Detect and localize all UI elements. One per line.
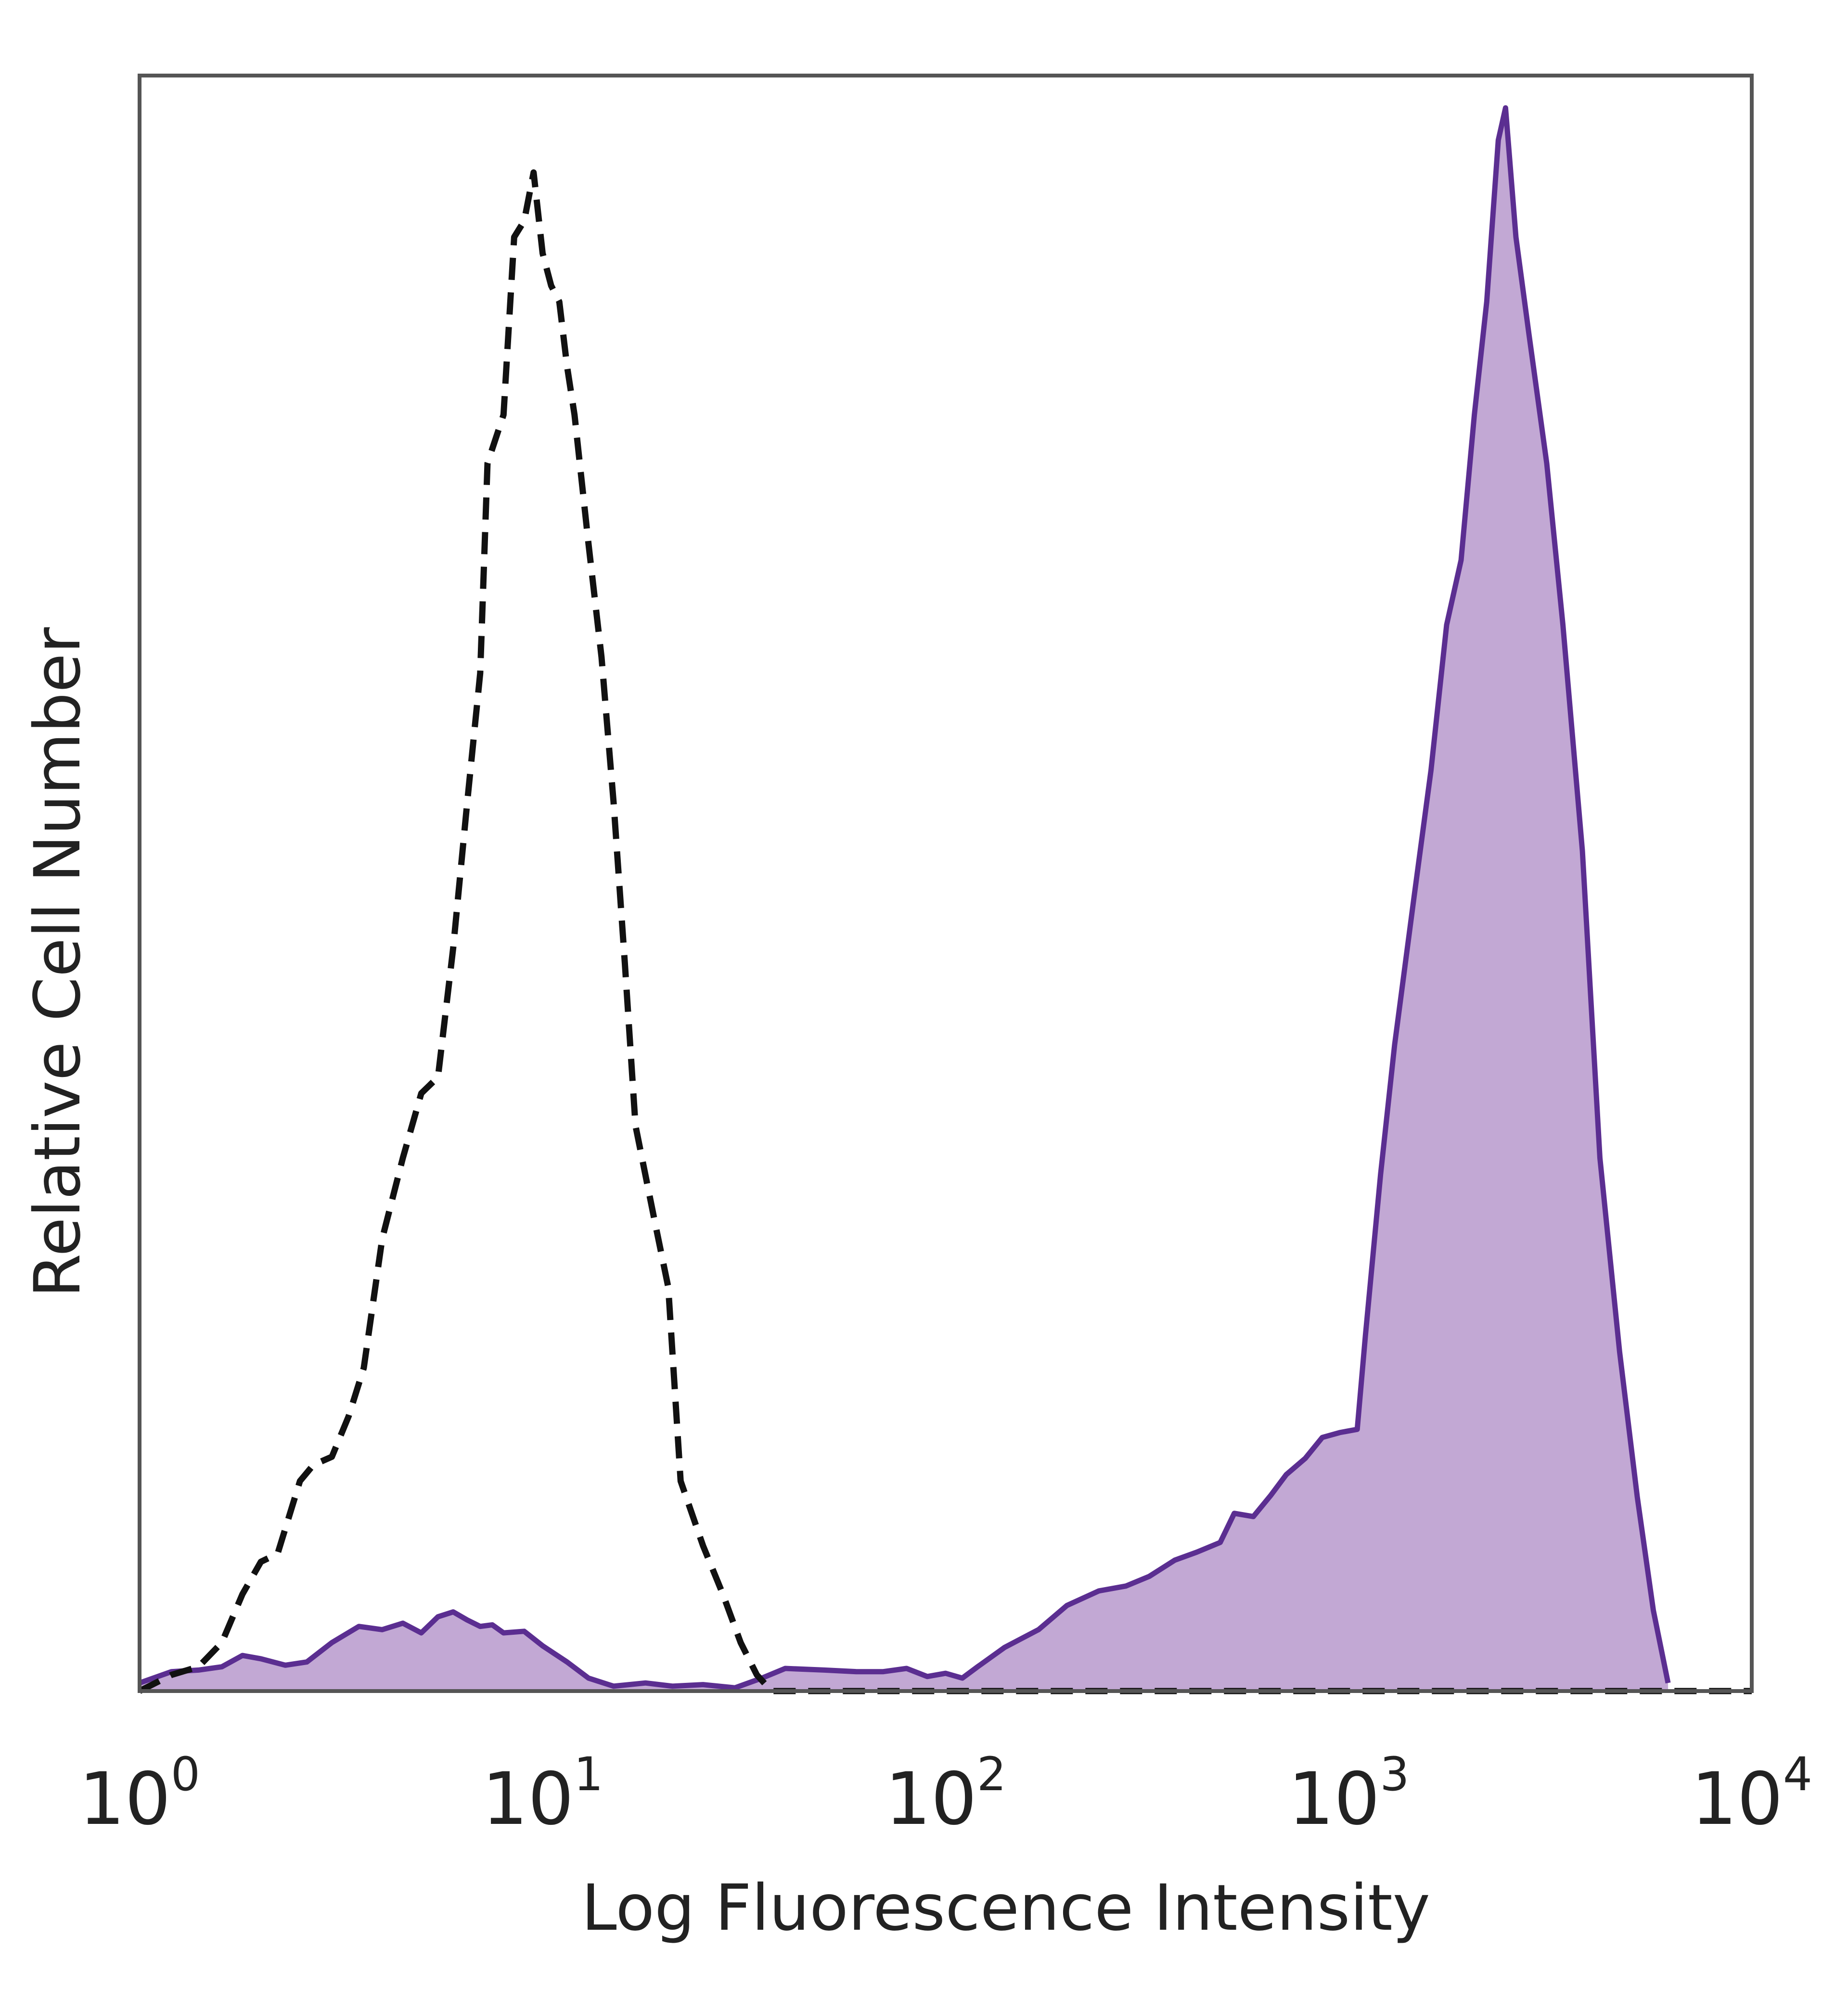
series-solid-area xyxy=(140,108,1668,1691)
x-tick-label: 103 xyxy=(1288,1747,1410,1841)
series-solid-line xyxy=(139,105,1671,1691)
series-dashed-line xyxy=(138,169,1752,1694)
x-axis-label: Log Fluorescence Intensity xyxy=(581,1871,1430,1945)
x-tick-label: 104 xyxy=(1691,1747,1812,1841)
y-axis-label: Relative Cell Number xyxy=(21,627,95,1298)
x-tick-label: 100 xyxy=(79,1747,200,1841)
x-tick-labels: 100 101 102 103 104 xyxy=(79,1747,1812,1841)
x-tick-label: 102 xyxy=(885,1747,1006,1841)
x-tick-label: 101 xyxy=(482,1747,603,1841)
plot-frame xyxy=(138,74,1754,1693)
series-layer xyxy=(138,105,1752,1694)
